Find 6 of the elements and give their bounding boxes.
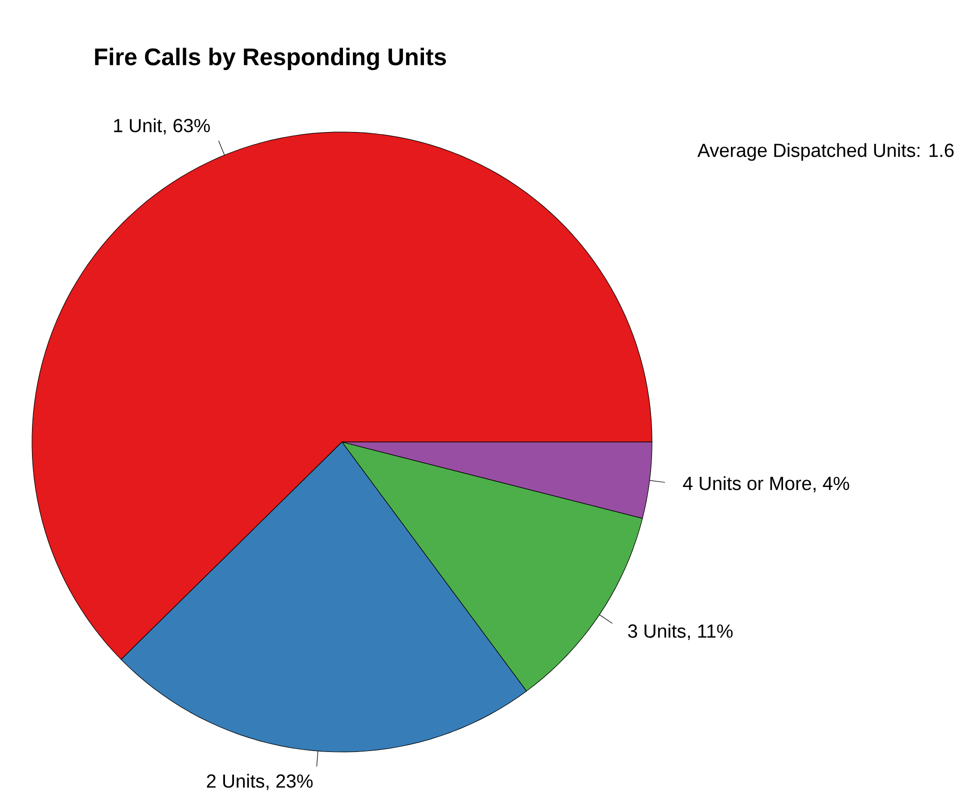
slice-label: 3 Units, 11% bbox=[628, 624, 733, 640]
slice-label: 4 Units or More, 4% bbox=[683, 476, 850, 492]
slice-label: 1 Unit, 63% bbox=[114, 118, 210, 134]
text: Average Dispatched Units: 1.6 bbox=[697, 143, 954, 161]
slice-label: 2 Units, 23% bbox=[206, 774, 313, 790]
chart-title: Fire Calls by Responding Units bbox=[95, 48, 446, 70]
